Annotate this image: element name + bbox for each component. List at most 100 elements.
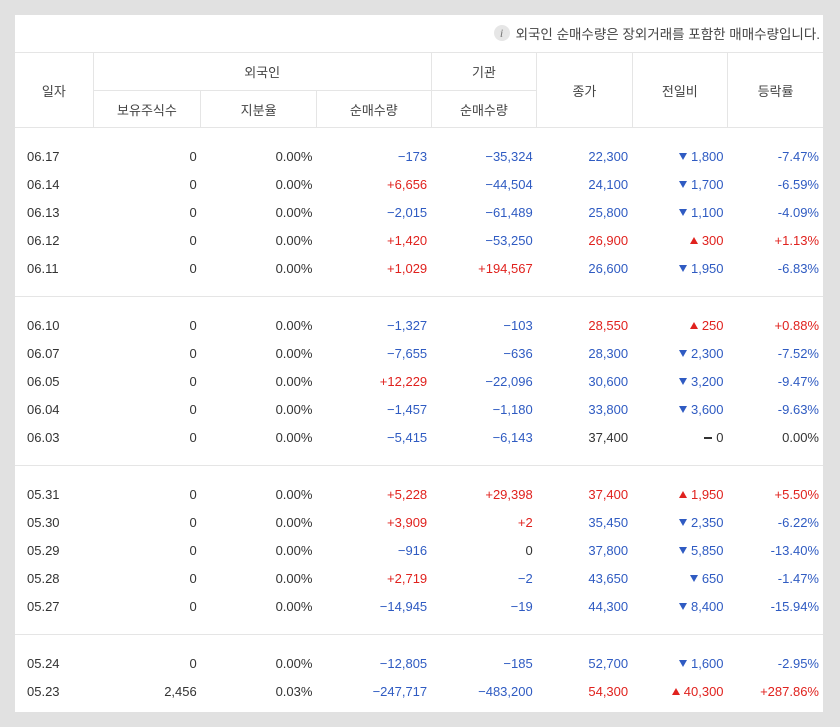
cell-change: 650	[632, 564, 727, 592]
table-row: 06.04 0 0.00% −1,457 −1,180 33,800 3,600 -9.63%	[15, 395, 823, 423]
cell-date: 06.14	[27, 176, 60, 192]
cell-foreign-net: −916	[397, 542, 428, 558]
cell-foreign-net: −7,655	[387, 345, 428, 361]
cell-foreign-net: +2,719	[387, 570, 428, 586]
cell-close: 37,400	[588, 486, 629, 502]
cell-inst-net: −44,504	[485, 176, 533, 192]
notice: i 외국인 순매수량은 장외거래를 포함한 매매수량입니다.	[493, 23, 820, 43]
change-value: 1,800	[690, 148, 724, 164]
cell-inst-net: −61,489	[485, 204, 533, 220]
cell-ratio: 0.00%	[200, 254, 317, 297]
cell-date: 05.28	[27, 570, 60, 586]
triangle-down-icon	[678, 659, 687, 667]
col-foreign-net: 순매수량	[315, 90, 432, 128]
cell-inst-net: −636	[503, 345, 533, 361]
cell-change: 1,950	[632, 254, 728, 297]
cell-foreign-net: −247,717	[372, 683, 428, 699]
cell-change: 2,300	[632, 339, 727, 367]
cell-date: 05.27	[15, 592, 94, 635]
change-value: 650	[701, 570, 724, 586]
cell-close: 25,800	[588, 204, 629, 220]
cell-holdings: 0	[189, 148, 197, 164]
investor-trading-panel: i 외국인 순매수량은 장외거래를 포함한 매매수량입니다. 일자 외국인 기관…	[15, 15, 823, 712]
cell-date: 06.05	[27, 373, 60, 389]
cell-rate: -9.63%	[777, 401, 819, 417]
cell-inst-net: −22,096	[485, 373, 533, 389]
triangle-down-icon	[678, 546, 687, 554]
cell-change: 1,600	[632, 635, 727, 678]
cell-close: 26,900	[588, 232, 629, 248]
cell-ratio: 0.00%	[275, 317, 313, 333]
col-group-institution: 기관	[430, 52, 537, 91]
cell-ratio: 0.00%	[275, 345, 313, 361]
cell-close: 30,600	[588, 373, 629, 389]
cell-ratio: 0.00%	[275, 514, 313, 530]
table-row: 06.05 0 0.00% +12,229 −22,096 30,600 3,200 -9.4…	[15, 367, 823, 395]
triangle-up-icon	[678, 490, 687, 498]
cell-foreign-net: −2,015	[387, 204, 428, 220]
cell-inst-net: −185	[503, 655, 533, 671]
cell-ratio: 0.00%	[275, 486, 313, 502]
cell-date: 06.12	[27, 232, 60, 248]
triangle-down-icon	[678, 349, 687, 357]
cell-change: 300	[632, 226, 727, 254]
table-row: 06.11 0 0.00% +1,029 +194,567 26,600 1,950 -6.8…	[15, 254, 823, 297]
cell-foreign-net: +12,229	[379, 373, 428, 389]
cell-holdings: 0	[189, 345, 197, 361]
table-row: 05.31 0 0.00% +5,228 +29,398 37,400 1,950 +5.50…	[15, 466, 823, 509]
cell-foreign-net: +1,420	[387, 232, 428, 248]
cell-close: 43,650	[588, 570, 629, 586]
info-icon[interactable]: i	[493, 25, 510, 41]
cell-date: 05.30	[27, 514, 60, 530]
change-value: 0	[716, 429, 724, 445]
change-value: 1,100	[690, 204, 724, 220]
cell-close: 22,300	[588, 148, 629, 164]
cell-rate: -6.22%	[777, 514, 819, 530]
cell-holdings: 2,456	[164, 683, 197, 699]
cell-change: 250	[632, 297, 727, 340]
cell-foreign-net: +1,029	[316, 254, 432, 297]
change-value: 8,400	[690, 598, 724, 614]
triangle-up-icon	[689, 236, 698, 244]
table-row: 05.27 0 0.00% −14,945 −19 44,300 8,400 -15.94%	[15, 592, 823, 635]
cell-inst-net: −1,180	[492, 401, 533, 417]
cell-holdings: 0	[189, 204, 197, 220]
cell-date: 06.07	[27, 345, 60, 361]
change-value: 40,300	[683, 683, 724, 699]
cell-close: 54,300	[588, 683, 629, 699]
triangle-down-icon	[689, 574, 698, 582]
cell-close: 37,800	[588, 542, 629, 558]
cell-holdings: 0	[189, 373, 197, 389]
cell-date: 06.10	[27, 317, 60, 333]
cell-ratio: 0.00%	[275, 232, 313, 248]
cell-close: 44,300	[536, 592, 633, 635]
cell-change: 1,700	[632, 170, 727, 198]
cell-ratio: 0.00%	[275, 148, 313, 164]
col-rate: 등락률	[727, 52, 823, 128]
cell-foreign-net: −173	[397, 148, 428, 164]
notice-text: 외국인 순매수량은 장외거래를 포함한 매매수량입니다.	[515, 27, 820, 42]
col-group-foreign: 외국인	[92, 52, 432, 91]
col-change: 전일비	[631, 52, 728, 128]
change-value: 2,350	[690, 514, 724, 530]
cell-rate: -9.47%	[777, 373, 819, 389]
cell-rate: +287.86%	[760, 683, 819, 699]
cell-rate: -6.83%	[727, 254, 823, 297]
cell-holdings: 0	[189, 176, 197, 192]
table-row: 06.07 0 0.00% −7,655 −636 28,300 2,300 -7.52%	[15, 339, 823, 367]
cell-date: 05.24	[27, 655, 60, 671]
cell-foreign-net: −14,945	[316, 592, 432, 635]
change-value: 3,600	[690, 401, 724, 417]
change-value: 250	[701, 317, 724, 333]
cell-ratio: 0.00%	[275, 176, 313, 192]
cell-date: 06.17	[27, 148, 60, 164]
cell-close: 28,300	[588, 345, 629, 361]
table-row: 06.12 0 0.00% +1,420 −53,250 26,900 300 +1.13%	[15, 226, 823, 254]
cell-rate: -6.59%	[777, 176, 819, 192]
col-holdings: 보유주식수	[92, 90, 201, 128]
cell-change: 1,100	[632, 198, 727, 226]
cell-holdings: 0	[189, 570, 197, 586]
cell-date: 06.13	[27, 204, 60, 220]
cell-ratio: 0.00%	[275, 570, 313, 586]
cell-holdings: 0	[189, 655, 197, 671]
